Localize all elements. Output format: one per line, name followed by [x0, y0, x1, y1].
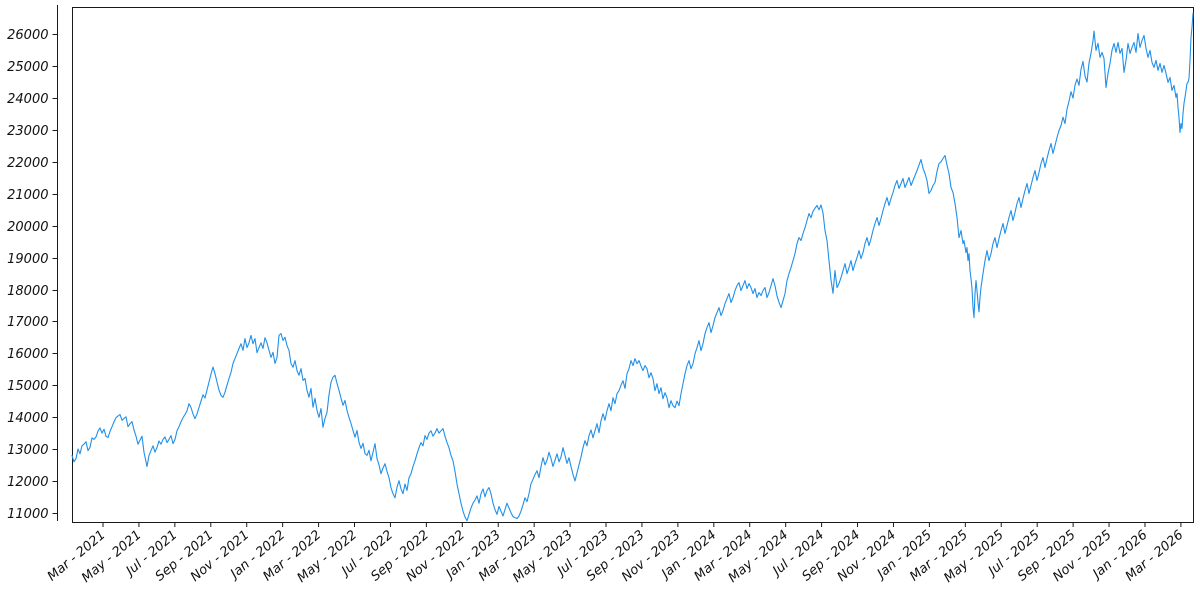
y-tick-label: 24000 — [7, 92, 48, 107]
y-tick-label: 21000 — [7, 188, 48, 203]
y-tick-label: 14000 — [7, 411, 48, 426]
y-tick-label: 19000 — [7, 252, 48, 267]
y-tick-label: 16000 — [7, 347, 48, 362]
y-tick-label: 13000 — [7, 443, 48, 458]
y-tick-label: 12000 — [7, 475, 48, 490]
y-tick-label: 25000 — [7, 60, 48, 75]
y-tick-label: 23000 — [7, 124, 48, 139]
y-tick-label: 20000 — [7, 220, 48, 235]
y-tick-label: 22000 — [7, 156, 48, 171]
y-tick-label: 15000 — [7, 379, 48, 394]
plot-box — [72, 7, 1194, 523]
index-price-line — [71, 12, 1194, 522]
y-tick-label: 26000 — [7, 28, 48, 43]
y-tick-label: 11000 — [7, 507, 48, 522]
y-tick-label: 18000 — [7, 284, 48, 299]
y-tick-label: 17000 — [7, 315, 48, 330]
